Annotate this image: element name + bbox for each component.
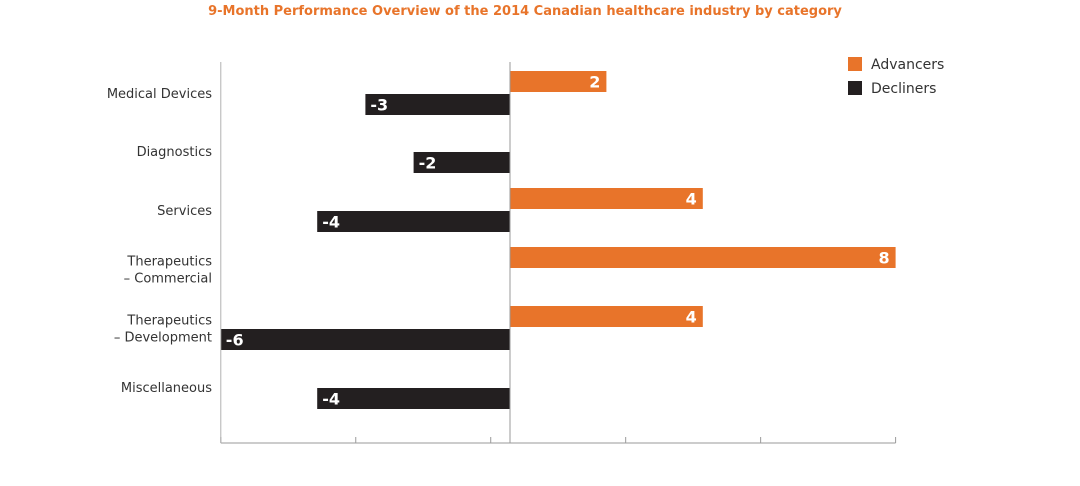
chart-title: 9-Month Performance Overview of the 2014…: [208, 4, 842, 19]
category-label-3-line-0: Therapeutics: [126, 255, 212, 270]
bar-advancers-2: [510, 188, 703, 209]
legend-swatch-advancers: [848, 57, 862, 71]
data-label-advancers-0: 2: [589, 73, 600, 92]
category-label-2: Services: [157, 204, 212, 219]
bar-decliners-5: [317, 388, 510, 409]
bar-decliners-0: [365, 94, 510, 115]
bar-advancers-0: [510, 71, 607, 92]
data-label-decliners-5: -4: [322, 390, 340, 409]
data-label-advancers-4: 4: [686, 308, 697, 327]
data-label-decliners-4: -6: [226, 331, 244, 350]
data-label-advancers-2: 4: [686, 190, 697, 209]
data-label-advancers-3: 8: [878, 249, 889, 268]
category-label-3-line-1: – Commercial: [124, 272, 212, 287]
category-label-4-line-1: – Development: [114, 331, 212, 346]
bar-advancers-3: [510, 247, 896, 268]
category-label-4-line-0: Therapeutics: [126, 314, 212, 329]
data-label-decliners-0: -3: [370, 96, 388, 115]
legend-label-advancers: Advancers: [871, 57, 944, 73]
legend-swatch-decliners: [848, 81, 862, 95]
legend-label-decliners: Decliners: [871, 81, 936, 97]
bar-decliners-2: [317, 211, 510, 232]
data-label-decliners-2: -4: [322, 213, 340, 232]
category-label-1: Diagnostics: [137, 145, 213, 160]
data-label-decliners-1: -2: [419, 154, 437, 173]
category-label-0: Medical Devices: [107, 87, 212, 102]
bar-decliners-1: [413, 152, 510, 173]
category-label-5: Miscellaneous: [121, 381, 212, 396]
bar-decliners-4: [220, 329, 511, 350]
bar-advancers-4: [510, 306, 703, 327]
